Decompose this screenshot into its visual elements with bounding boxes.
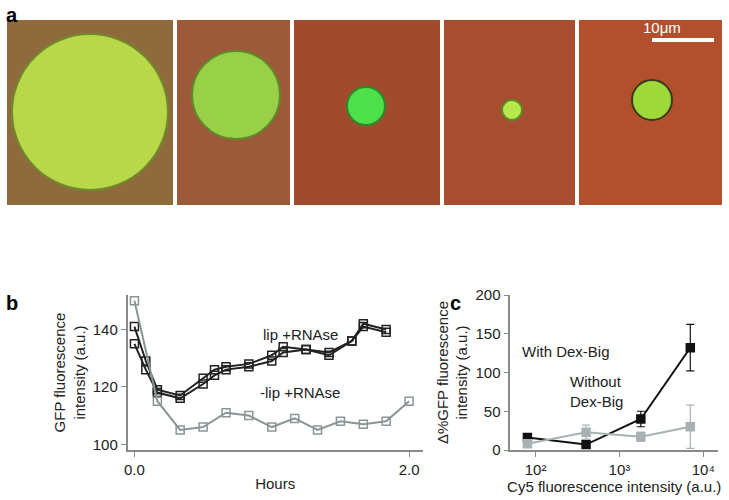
svg-text:WithoutDex-Big: WithoutDex-Big	[570, 373, 623, 410]
svg-text:Δ%GFP fluorescenceintensity (a: Δ%GFP fluorescenceintensity (a.u.)	[434, 301, 471, 444]
svg-text:0: 0	[492, 441, 500, 458]
svg-text:120: 120	[93, 378, 118, 395]
svg-text:-lip +RNAse: -lip +RNAse	[260, 384, 340, 401]
svg-text:10μm: 10μm	[643, 19, 681, 36]
svg-text:100: 100	[93, 436, 118, 453]
svg-text:c: c	[450, 292, 461, 314]
svg-text:10³: 10³	[609, 461, 631, 478]
svg-text:150: 150	[476, 325, 501, 342]
svg-text:lip +RNAse: lip +RNAse	[263, 326, 338, 343]
svg-text:200: 200	[476, 286, 501, 303]
svg-text:b: b	[6, 292, 18, 314]
svg-text:Hours: Hours	[255, 475, 295, 492]
svg-text:10²: 10²	[525, 461, 547, 478]
svg-text:GFP fluorescenceintensity (a.u: GFP fluorescenceintensity (a.u.)	[51, 313, 88, 433]
svg-text:100: 100	[476, 364, 501, 381]
svg-text:140: 140	[93, 321, 118, 338]
svg-text:With Dex-Big: With Dex-Big	[522, 343, 610, 360]
svg-text:50: 50	[484, 403, 501, 420]
svg-text:Cy5 fluorescence intensity (a.: Cy5 fluorescence intensity (a.u.)	[507, 478, 721, 495]
svg-text:a: a	[6, 4, 18, 26]
svg-text:10⁴: 10⁴	[692, 461, 715, 478]
svg-text:2.0: 2.0	[399, 461, 420, 478]
svg-text:0.0: 0.0	[124, 461, 145, 478]
